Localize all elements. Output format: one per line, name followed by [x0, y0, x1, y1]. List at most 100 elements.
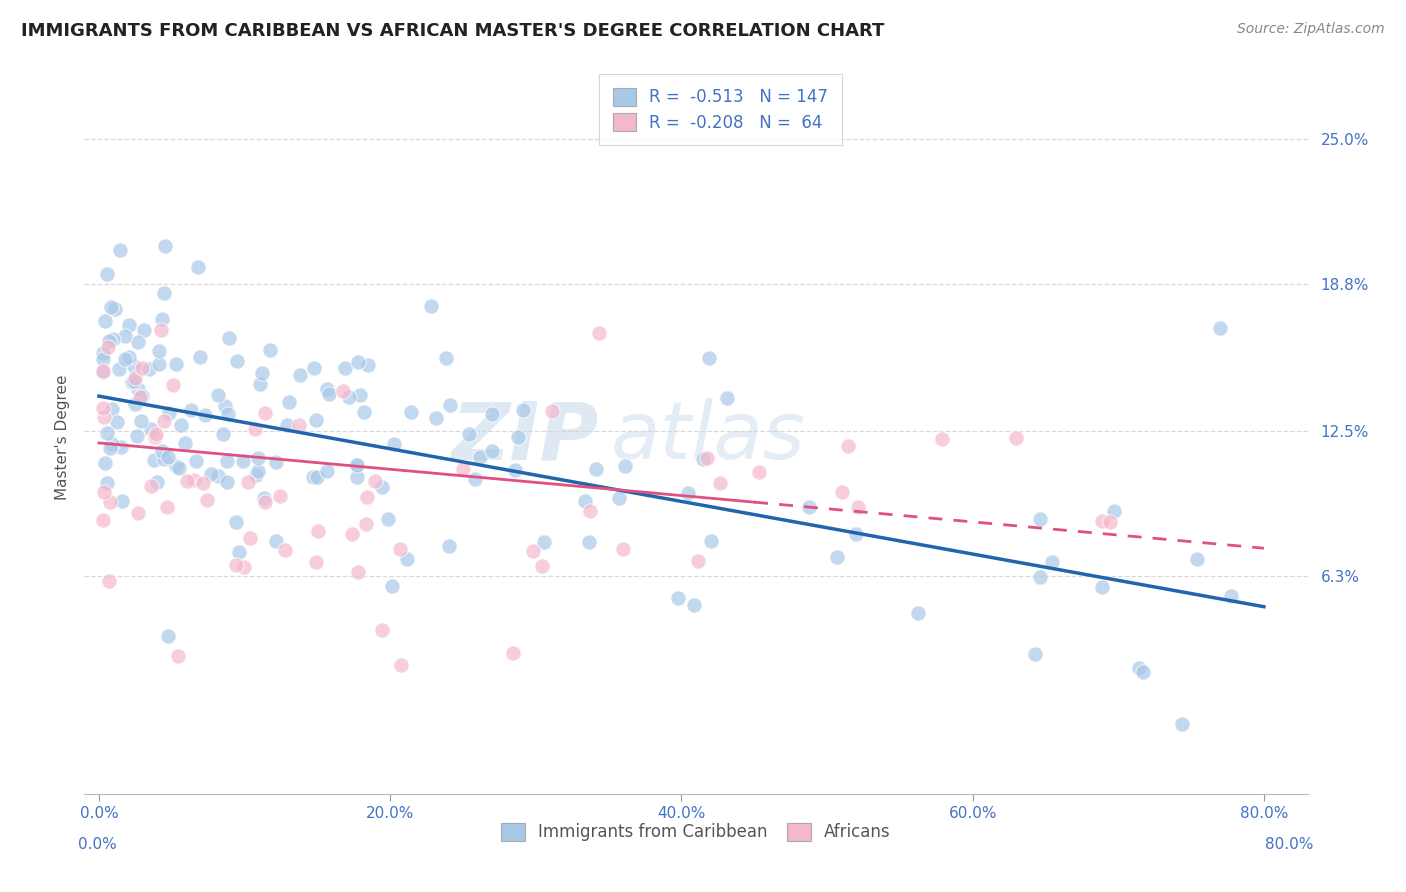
Y-axis label: Master's Degree: Master's Degree [55, 375, 70, 500]
Point [96, 426, 118, 441]
Point [191, 476, 214, 491]
Point [141, 422, 163, 436]
Point [93, 314, 115, 328]
Point [150, 323, 173, 337]
Point [837, 439, 859, 453]
Point [697, 351, 720, 365]
Point [264, 455, 287, 469]
Point [259, 343, 281, 357]
Point [716, 392, 738, 406]
Point [337, 390, 360, 404]
Point [243, 422, 266, 436]
Point [124, 397, 146, 411]
Point [104, 302, 127, 317]
Point [252, 366, 274, 380]
Point [277, 395, 299, 409]
Point [124, 374, 146, 388]
Point [502, 646, 524, 660]
Point [129, 414, 152, 428]
Point [225, 558, 247, 573]
Text: 0.0%: 0.0% [79, 837, 117, 852]
Text: atlas: atlas [610, 398, 806, 476]
Point [127, 335, 149, 350]
Point [167, 461, 190, 475]
Point [121, 376, 143, 390]
Point [228, 545, 250, 559]
Point [170, 418, 193, 433]
Point [188, 351, 211, 365]
Point [439, 540, 461, 554]
Point [217, 407, 239, 421]
Point [464, 472, 486, 486]
Point [91, 364, 114, 378]
Point [94, 456, 117, 470]
Point [183, 473, 205, 487]
Point [307, 524, 329, 538]
Point [176, 474, 198, 488]
Point [249, 376, 271, 391]
Point [150, 311, 173, 326]
Point [138, 362, 160, 376]
Point [200, 467, 222, 481]
Text: 80.0%: 80.0% [1265, 837, 1313, 852]
Point [232, 454, 254, 468]
Point [307, 470, 329, 484]
Text: IMMIGRANTS FROM CARIBBEAN VS AFRICAN MASTER'S DEGREE CORRELATION CHART: IMMIGRANTS FROM CARIBBEAN VS AFRICAN MAS… [21, 22, 884, 40]
Point [1091, 514, 1114, 528]
Point [1171, 716, 1194, 731]
Point [111, 493, 134, 508]
Point [131, 389, 153, 403]
Point [100, 300, 122, 314]
Point [290, 368, 312, 382]
Point [125, 429, 148, 443]
Point [302, 470, 325, 484]
Point [607, 491, 630, 505]
Point [97, 340, 120, 354]
Point [458, 427, 481, 442]
Point [522, 543, 544, 558]
Point [508, 429, 530, 443]
Point [91, 513, 114, 527]
Point [148, 344, 170, 359]
Point [579, 504, 602, 518]
Point [377, 512, 399, 526]
Point [214, 399, 236, 413]
Point [110, 440, 132, 454]
Point [226, 354, 249, 368]
Point [93, 345, 115, 359]
Point [318, 387, 340, 401]
Point [346, 458, 368, 472]
Point [346, 469, 368, 483]
Point [139, 479, 162, 493]
Point [1099, 515, 1122, 529]
Point [122, 359, 145, 374]
Point [156, 500, 179, 514]
Point [797, 500, 820, 515]
Point [481, 407, 503, 421]
Legend: Immigrants from Caribbean, Africans: Immigrants from Caribbean, Africans [494, 814, 898, 850]
Point [156, 450, 179, 465]
Point [148, 357, 170, 371]
Point [264, 534, 287, 549]
Point [503, 463, 526, 477]
Point [108, 361, 131, 376]
Point [253, 495, 276, 509]
Point [127, 506, 149, 520]
Point [207, 469, 229, 483]
Point [129, 390, 152, 404]
Point [143, 453, 166, 467]
Point [470, 450, 492, 464]
Point [748, 465, 770, 479]
Point [700, 534, 723, 549]
Point [530, 558, 553, 573]
Point [305, 555, 328, 569]
Point [93, 485, 115, 500]
Point [100, 495, 122, 509]
Point [1220, 589, 1243, 603]
Point [612, 541, 634, 556]
Point [541, 404, 564, 418]
Point [451, 461, 474, 475]
Point [165, 458, 187, 473]
Point [907, 606, 929, 620]
Point [127, 382, 149, 396]
